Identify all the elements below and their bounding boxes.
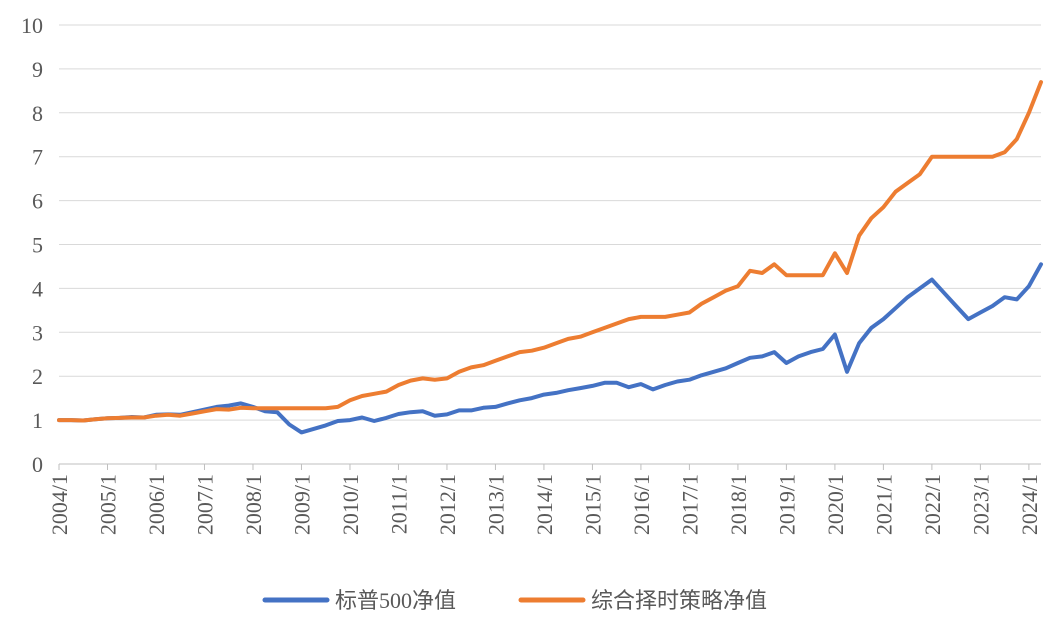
legend-label: 综合择时策略净值 <box>591 588 767 613</box>
x-tick-label: 2016/1 <box>629 474 654 535</box>
x-tick-label: 2015/1 <box>580 474 605 535</box>
x-tick-label: 2017/1 <box>677 474 702 535</box>
legend-label: 标普500净值 <box>335 588 456 613</box>
x-tick-label: 2011/1 <box>386 474 411 534</box>
y-tick-label: 0 <box>32 452 43 477</box>
x-tick-label: 2007/1 <box>192 474 217 535</box>
x-tick-label: 2010/1 <box>338 474 363 535</box>
y-tick-label: 5 <box>32 233 43 258</box>
y-tick-label: 2 <box>32 364 43 389</box>
y-tick-label: 6 <box>32 189 43 214</box>
x-tick-label: 2012/1 <box>435 474 460 535</box>
series-line <box>57 80 1043 423</box>
y-tick-label: 9 <box>32 57 43 82</box>
x-tick-label: 2022/1 <box>920 474 945 535</box>
y-tick-label: 4 <box>32 276 43 301</box>
y-tick-label: 1 <box>32 408 43 433</box>
x-tick-label: 2023/1 <box>968 474 993 535</box>
x-tick-label: 2018/1 <box>726 474 751 535</box>
x-tick-label: 2009/1 <box>289 474 314 535</box>
x-tick-label: 2014/1 <box>532 474 557 535</box>
series-line <box>57 262 1043 435</box>
x-tick-label: 2005/1 <box>95 474 120 535</box>
x-tick-label: 2024/1 <box>1017 474 1042 535</box>
y-tick-label: 8 <box>32 101 43 126</box>
x-tick-label: 2008/1 <box>241 474 266 535</box>
y-tick-label: 3 <box>32 320 43 345</box>
x-tick-label: 2019/1 <box>774 474 799 535</box>
y-tick-label: 10 <box>21 13 43 38</box>
y-tick-label: 7 <box>32 145 43 170</box>
x-tick-label: 2021/1 <box>871 474 896 535</box>
x-tick-label: 2006/1 <box>144 474 169 535</box>
x-tick-label: 2020/1 <box>823 474 848 535</box>
x-tick-label: 2013/1 <box>483 474 508 535</box>
x-tick-label: 2004/1 <box>47 474 72 535</box>
